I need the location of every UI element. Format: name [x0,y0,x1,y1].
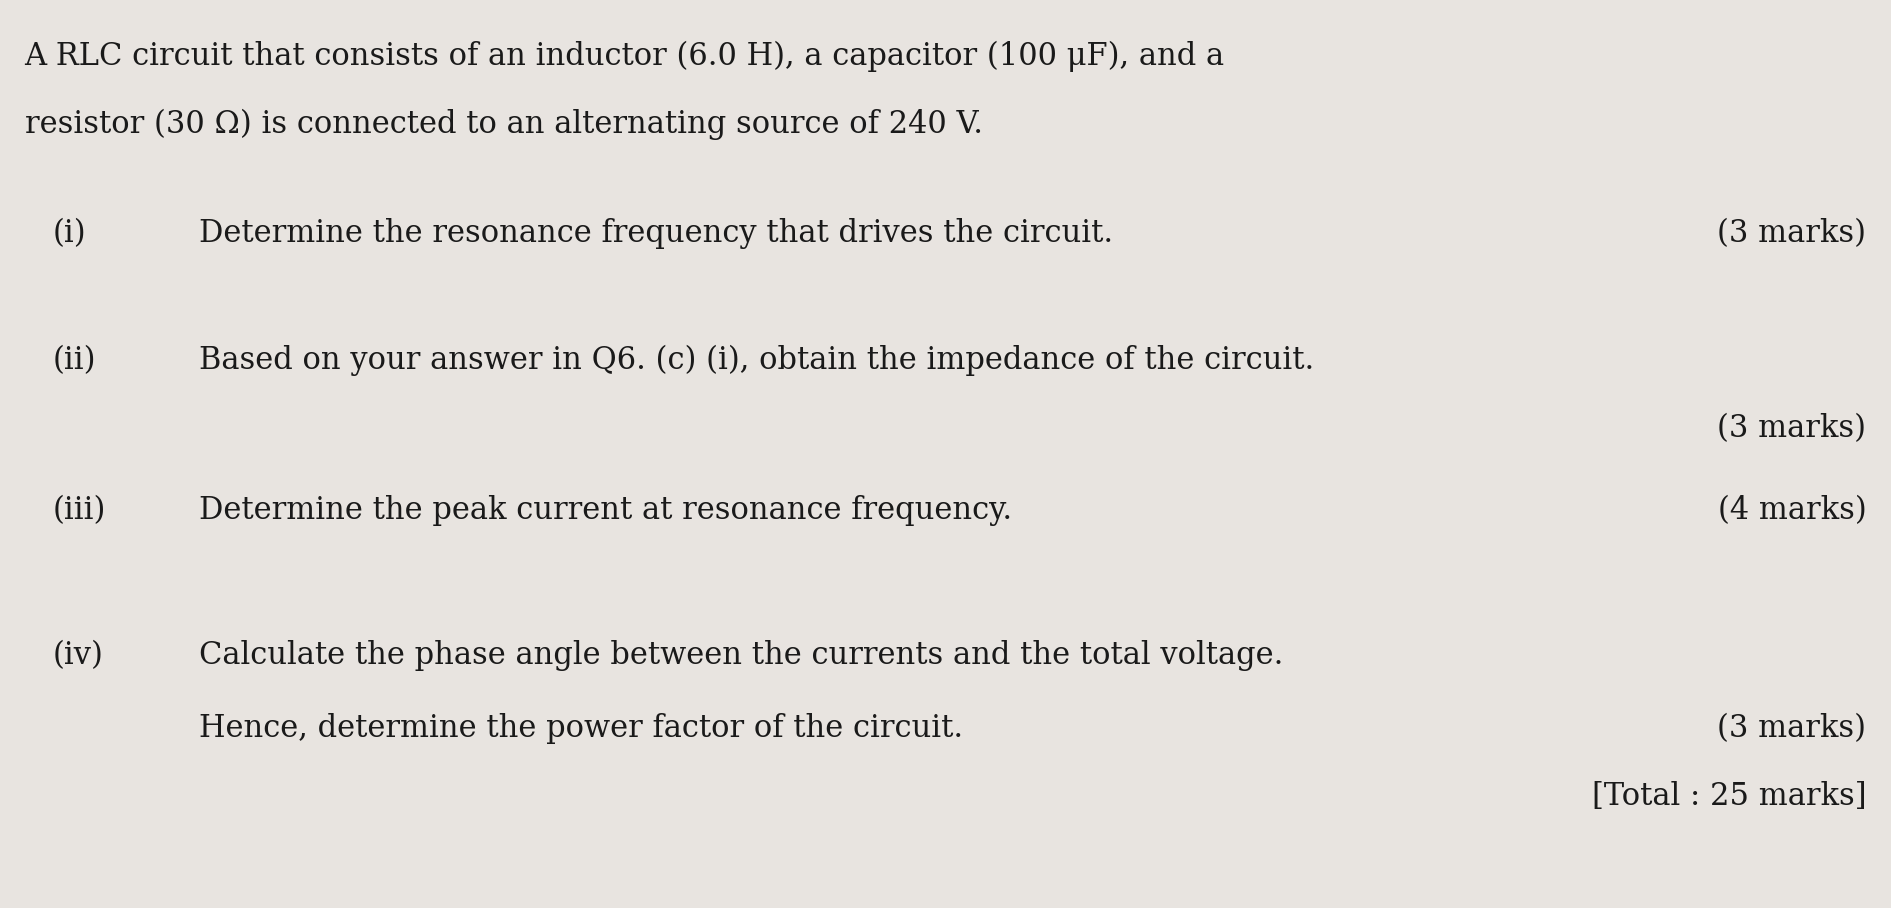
Text: (3 marks): (3 marks) [1717,413,1866,444]
Text: (4 marks): (4 marks) [1717,495,1866,526]
Text: Determine the peak current at resonance frequency.: Determine the peak current at resonance … [199,495,1012,526]
Text: (ii): (ii) [53,345,96,376]
Text: Calculate the phase angle between the currents and the total voltage.: Calculate the phase angle between the cu… [199,640,1282,671]
Text: Hence, determine the power factor of the circuit.: Hence, determine the power factor of the… [199,713,963,744]
Text: (3 marks): (3 marks) [1717,713,1866,744]
Text: (iv): (iv) [53,640,104,671]
Text: [Total : 25 marks]: [Total : 25 marks] [1592,781,1866,812]
Text: (3 marks): (3 marks) [1717,218,1866,249]
Text: (iii): (iii) [53,495,106,526]
Text: resistor (30 Ω) is connected to an alternating source of 240 V.: resistor (30 Ω) is connected to an alter… [25,109,983,140]
Text: A RLC circuit that consists of an inductor (6.0 H), a capacitor (100 μF), and a: A RLC circuit that consists of an induct… [25,41,1225,72]
Text: (i): (i) [53,218,87,249]
Text: Determine the resonance frequency that drives the circuit.: Determine the resonance frequency that d… [199,218,1112,249]
Text: Based on your answer in Q6. (c) (i), obtain the impedance of the circuit.: Based on your answer in Q6. (c) (i), obt… [199,345,1314,376]
